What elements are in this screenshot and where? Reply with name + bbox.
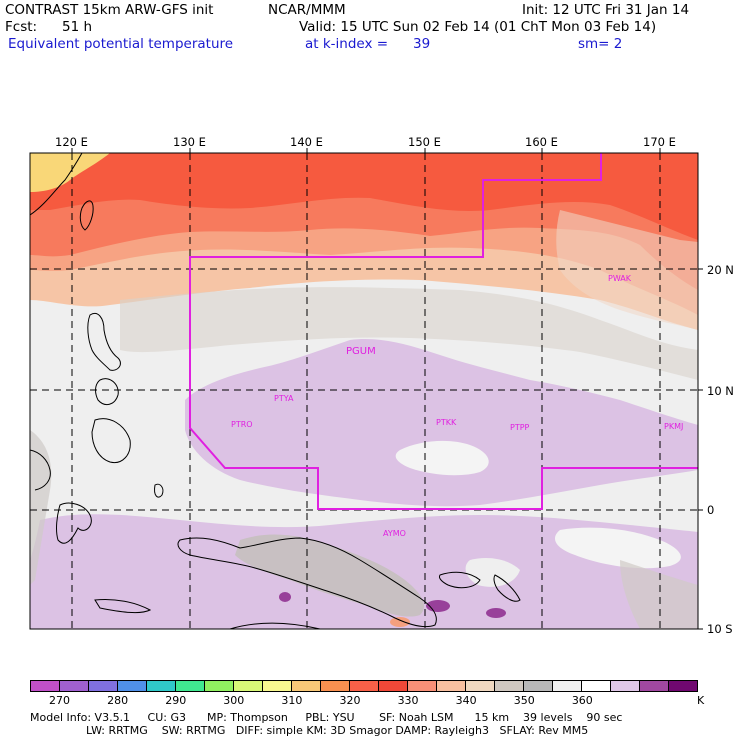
model-title: CONTRAST 15km ARW-GFS init [5,2,214,18]
lat-label-20n: 20 N [707,263,734,277]
station-ptro: PTRO [231,420,253,429]
forecast-label: Fcst: [5,19,38,35]
valid-time: Valid: 15 UTC Sun 02 Feb 14 (01 ChT Mon … [299,19,657,35]
deep-purple-spot-3 [279,592,291,602]
halmahera-coast [154,483,164,498]
colorbar-swatch [321,681,350,691]
level-value: 39 [413,36,431,52]
colorbar-swatch [89,681,118,691]
mindanao-coast [91,418,131,464]
colorbar-swatch [379,681,408,691]
lon-label-130e: 130 E [173,135,206,149]
clear-patch-1 [395,440,489,476]
field-name: Equivalent potential temperature [8,36,234,52]
forecast-hour: 51 h [62,19,93,35]
station-pwak: PWAK [608,274,632,283]
lon-label-120e: 120 E [55,135,88,149]
station-labels: PWAK PGUM PTYA PTRO PTKK PTPP PKMJ AYMO [231,274,683,538]
colorbar-swatch [147,681,176,691]
station-ptpp: PTPP [510,423,530,432]
grey-west [30,430,52,585]
timor-coast [94,599,152,614]
colorbar-unit: K [697,694,705,707]
band-grey [120,287,698,380]
new-guinea-coast [177,537,437,628]
station-ptkk: PTKK [436,418,457,427]
colorbar-tick-label: 310 [281,694,303,707]
lat-label-10s: 10 S [707,622,733,636]
colorbar-tick-label: 350 [513,694,535,707]
level-label: at k-index = [305,36,389,52]
colorbar-swatch [205,681,234,691]
colorbar-swatch [118,681,147,691]
init-time: Init: 12 UTC Fri 31 Jan 14 [522,2,690,18]
station-pgum: PGUM [346,346,376,357]
colorbar-swatch [495,681,524,691]
visayas-coast [95,378,119,406]
borneo-coast [30,449,51,491]
model-info-line2: LW: RRTMG SW: RRTMG DIFF: simple KM: 3D … [30,724,589,737]
station-aymo: AYMO [383,529,406,538]
organization: NCAR/MMM [268,2,346,18]
sulawesi-coast [56,502,92,544]
colorbar-swatch [437,681,466,691]
colorbar [30,680,698,692]
grey-new-guinea [235,534,425,617]
colorbar-swatch [640,681,669,691]
purple-region-central [185,339,698,507]
lat-lon-grid [30,153,698,629]
australia-coast [229,622,321,629]
colorbar-swatch [263,681,292,691]
lon-label-140e: 140 E [290,135,323,149]
colorbar-tick-label: 300 [223,694,245,707]
station-ptya: PTYA [274,394,294,403]
map-frame [29,152,699,630]
colorbar-swatch [176,681,205,691]
lat-label-10n: 10 N [707,384,734,398]
colorbar-tick-label: 280 [107,694,129,707]
taiwan-coast [79,200,94,231]
smoothing: sm= 2 [578,36,623,52]
clear-patch-2 [555,527,681,569]
luzon-coast [87,313,121,371]
grey-se [620,560,698,629]
axis-ticks [71,148,703,630]
warm-spot-south [390,617,410,627]
colorbar-swatch [350,681,379,691]
station-pkmj: PKMJ [664,422,683,431]
lon-label-160e: 160 E [525,135,558,149]
deep-purple-spot-2 [486,608,506,618]
colorbar-swatch [582,681,611,691]
colorbar-tick-label: 340 [455,694,477,707]
colorbar-tick-label: 270 [49,694,71,707]
colorbar-swatch [466,681,495,691]
china-coast [30,153,83,216]
band-325 [30,153,698,240]
lon-label-150e: 150 E [408,135,441,149]
model-info-line1: Model Info: V3.5.1 CU: G3 MP: Thompson P… [30,711,623,724]
colorbar-tick-label: 290 [165,694,187,707]
lat-label-0: 0 [707,503,715,517]
lon-label-170e: 170 E [643,135,676,149]
coastlines [30,153,521,629]
colorbar-swatch [669,681,697,691]
solomons-coast [493,574,521,602]
colorbar-swatch [292,681,321,691]
colorbar-tick-label: 320 [339,694,361,707]
domain-boundary [189,153,698,510]
colorbar-swatch [524,681,553,691]
band-cool-ne [556,210,698,330]
colorbar-tick-label: 330 [397,694,419,707]
colorbar-swatch [60,681,89,691]
new-britain-coast [439,571,481,589]
colorbar-swatch [31,681,60,691]
colorbar-swatch [408,681,437,691]
colorbar-swatch [611,681,640,691]
colorbar-swatch [553,681,582,691]
colorbar-tick-label: 360 [571,694,593,707]
colorbar-swatch [234,681,263,691]
